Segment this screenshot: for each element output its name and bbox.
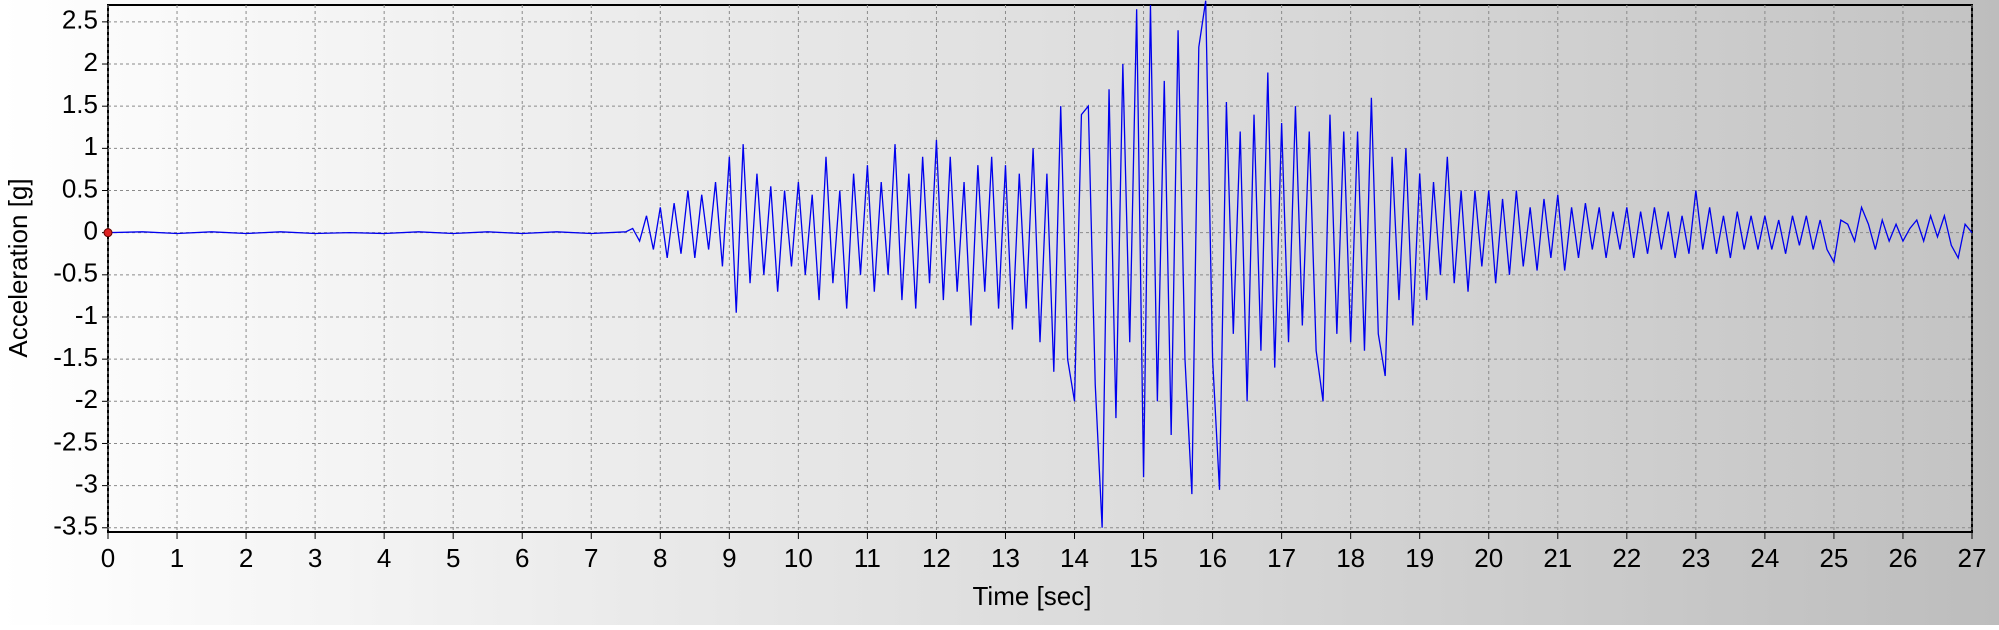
x-tick-label: 6 [515, 543, 529, 573]
x-tick-label: 25 [1819, 543, 1848, 573]
y-axis-title: Acceleration [g] [3, 178, 33, 357]
y-tick-label: -1.5 [53, 342, 98, 372]
x-tick-label: 11 [854, 543, 881, 573]
x-tick-label: 16 [1198, 543, 1227, 573]
series-line [107, 0, 1973, 528]
y-tick-label: 1 [84, 131, 98, 161]
y-tick-label: -0.5 [53, 258, 98, 288]
x-tick-label: 27 [1958, 543, 1987, 573]
x-tick-label: 26 [1889, 543, 1918, 573]
x-tick-label: 3 [308, 543, 322, 573]
x-tick-label: 0 [101, 543, 115, 573]
start-marker [103, 228, 113, 238]
y-tick-label: 0.5 [62, 173, 98, 203]
y-tick-label: -3.5 [53, 511, 98, 541]
x-tick-label: 4 [377, 543, 391, 573]
x-tick-label: 23 [1681, 543, 1710, 573]
x-axis-title: Time [sec] [973, 581, 1092, 611]
x-tick-label: 17 [1267, 543, 1296, 573]
x-tick-label: 8 [653, 543, 667, 573]
y-tick-label: 1.5 [62, 89, 98, 119]
y-tick-label: 2 [84, 47, 98, 77]
x-tick-label: 2 [239, 543, 253, 573]
x-tick-label: 20 [1474, 543, 1503, 573]
x-tick-label: 12 [922, 543, 951, 573]
x-tick-label: 7 [584, 543, 598, 573]
y-tick-label: -2.5 [53, 426, 98, 456]
y-tick-label: 0 [84, 216, 98, 246]
x-tick-label: 5 [446, 543, 460, 573]
x-tick-label: 1 [170, 543, 184, 573]
x-tick-label: 21 [1543, 543, 1572, 573]
y-tick-label: -2 [75, 384, 98, 414]
x-tick-label: 18 [1336, 543, 1365, 573]
x-tick-label: 19 [1405, 543, 1434, 573]
x-tick-label: 14 [1060, 543, 1089, 573]
x-tick-label: 15 [1129, 543, 1158, 573]
x-tick-label: 24 [1750, 543, 1779, 573]
y-tick-label: -1 [75, 300, 98, 330]
y-tick-label: -3 [75, 468, 98, 498]
y-tick-label: 2.5 [62, 5, 98, 35]
x-tick-label: 13 [991, 543, 1020, 573]
x-tick-label: 22 [1612, 543, 1641, 573]
x-tick-label: 9 [722, 543, 736, 573]
plot-area [107, 4, 1973, 533]
x-tick-label: 10 [784, 543, 813, 573]
